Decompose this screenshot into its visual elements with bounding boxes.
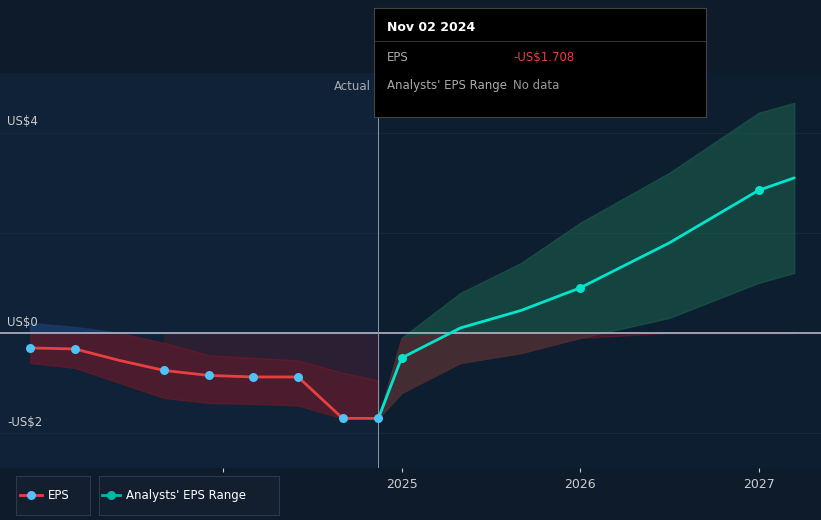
Point	[291, 373, 305, 381]
Text: Analysts' EPS Range: Analysts' EPS Range	[126, 489, 245, 502]
Text: Analysts Forecasts: Analysts Forecasts	[386, 80, 495, 93]
Bar	[378, 73, 821, 468]
Point	[336, 414, 349, 423]
Text: EPS: EPS	[48, 489, 69, 502]
Point	[247, 373, 260, 381]
Text: US$0: US$0	[7, 316, 38, 329]
Point	[752, 186, 765, 194]
Text: No data: No data	[513, 79, 560, 92]
Point	[25, 491, 38, 499]
Point	[395, 354, 408, 362]
Bar	[0, 73, 378, 468]
Text: -US$2: -US$2	[7, 416, 43, 429]
Point	[372, 414, 385, 423]
Point	[202, 371, 215, 380]
Text: EPS: EPS	[387, 51, 409, 64]
Text: -US$1.708: -US$1.708	[513, 51, 575, 64]
Text: Analysts' EPS Range: Analysts' EPS Range	[387, 79, 507, 92]
Text: US$4: US$4	[7, 115, 38, 128]
Point	[158, 366, 171, 374]
Text: Actual: Actual	[334, 80, 371, 93]
Point	[104, 491, 117, 499]
Point	[68, 345, 81, 353]
Point	[574, 284, 587, 292]
Text: Nov 02 2024: Nov 02 2024	[387, 21, 475, 34]
Point	[24, 344, 37, 352]
